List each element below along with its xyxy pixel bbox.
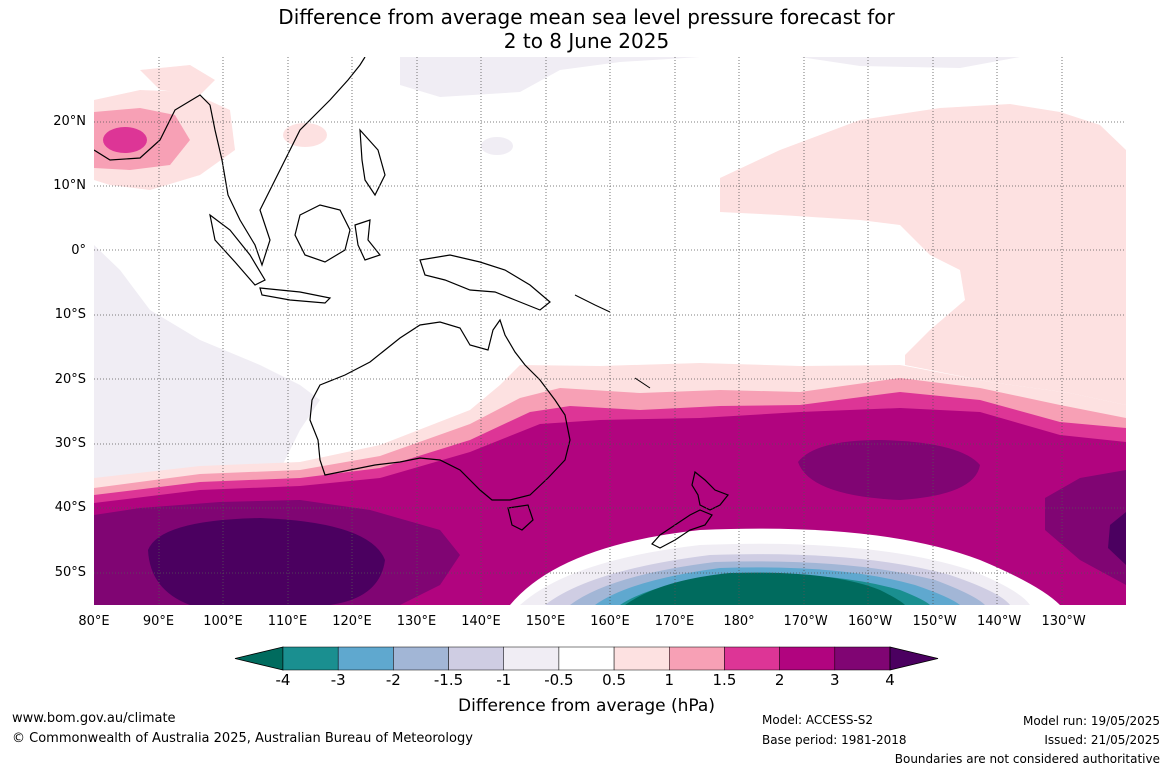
lon-tick-label: 160°E xyxy=(590,614,630,629)
neg-band-5 xyxy=(625,572,905,605)
colorbar-tick-label: 0.5 xyxy=(602,671,626,689)
copyright-text: © Commonwealth of Australia 2025, Austra… xyxy=(12,731,473,746)
colorbar-tick-label: -0.5 xyxy=(544,671,574,689)
base-period: Base period: 1981-2018 xyxy=(762,733,907,747)
map-title-line1: Difference from average mean sea level p… xyxy=(278,5,895,29)
colorbar-swatch xyxy=(613,646,670,671)
philippines-coastline xyxy=(359,128,386,197)
band-4-west xyxy=(148,518,385,605)
lon-tick-label: 120°E xyxy=(332,614,372,629)
lon-tick-label: 130°W xyxy=(1041,614,1086,629)
new-zealand-north-island xyxy=(691,470,729,511)
colorbar-swatch xyxy=(669,646,725,671)
lon-tick-label: 140°W xyxy=(977,614,1022,629)
asia-coastline xyxy=(94,57,366,267)
new-guinea-coastline xyxy=(419,254,551,311)
lon-tick-label: 150°W xyxy=(912,614,957,629)
colorbar-extend-min xyxy=(234,646,284,671)
negative-anomaly-north-east xyxy=(800,57,1020,68)
lon-tick-label: 130°E xyxy=(396,614,437,629)
model-name: Model: ACCESS-S2 xyxy=(762,713,874,727)
australia-coastline xyxy=(309,318,571,501)
lat-tick-label: 20°S xyxy=(54,371,86,387)
colorbar-tick-label: 3 xyxy=(830,671,840,689)
map-title-line2: 2 to 8 June 2025 xyxy=(503,29,670,53)
lon-tick-label: 170°E xyxy=(654,614,695,629)
colorbar-swatch xyxy=(448,646,504,671)
colorbar xyxy=(234,646,939,671)
colorbar-tick-label: -2 xyxy=(385,671,401,689)
colorbar-swatch xyxy=(393,646,449,671)
lon-tick-label: 100°E xyxy=(203,614,243,629)
tasmania-coastline xyxy=(507,504,534,531)
colorbar-tick-label: 1.5 xyxy=(712,671,737,689)
colorbar-extend-max xyxy=(889,646,939,671)
lon-tick-label: 170°W xyxy=(783,614,828,629)
colorbar-swatch xyxy=(503,646,560,671)
new-caledonia xyxy=(634,377,651,389)
lon-tick-label: 90°E xyxy=(142,614,175,629)
colorbar-swatch xyxy=(724,646,780,671)
website-link[interactable]: www.bom.gov.au/climate xyxy=(12,711,176,726)
colorbar-swatch xyxy=(834,646,891,671)
issued-date: Issued: 21/05/2025 xyxy=(1044,733,1160,747)
lat-tick-label: 50°S xyxy=(54,564,86,580)
model-run-date: Model run: 19/05/2025 xyxy=(1022,714,1160,728)
lon-tick-label: 140°E xyxy=(461,614,501,629)
borneo-coastline xyxy=(294,204,351,263)
band-3-east-a xyxy=(798,440,980,500)
negative-anomaly-small xyxy=(481,137,513,155)
colorbar-swatch xyxy=(282,646,339,671)
lat-tick-label: 10°N xyxy=(53,178,86,194)
colorbar-swatch xyxy=(558,646,615,671)
lon-tick-label: 150°E xyxy=(525,614,566,629)
negative-anomaly-north xyxy=(400,57,700,97)
lat-tick-label: 20°N xyxy=(53,114,86,129)
map-plot-area xyxy=(94,57,1126,605)
colorbar-swatch xyxy=(779,646,836,671)
colorbar-tick-label: -1.5 xyxy=(433,671,464,689)
new-zealand-south-island xyxy=(651,509,713,549)
solomon-islands xyxy=(574,294,611,313)
band-4-east xyxy=(1108,512,1126,565)
lon-tick-label: 80°E xyxy=(78,614,110,629)
lon-tick-label: 160°W xyxy=(848,614,893,629)
lat-tick-label: 30°S xyxy=(54,436,86,451)
sumatra-coastline xyxy=(209,213,266,286)
colorbar-tick-label: 1 xyxy=(664,671,675,689)
colorbar-tick-label: -3 xyxy=(330,671,346,689)
colorbar-tick-label: -4 xyxy=(275,671,291,689)
colorbar-swatch xyxy=(337,646,394,671)
graticule xyxy=(94,57,1126,605)
lon-tick-label: 180° xyxy=(723,614,755,629)
lat-tick-label: 0° xyxy=(71,242,86,258)
disclaimer-text: Boundaries are not considered authoritat… xyxy=(894,752,1160,766)
java-coastline xyxy=(259,287,332,304)
lat-tick-label: 40°S xyxy=(54,500,86,516)
positive-anomaly-bengal-2 xyxy=(103,127,147,153)
lon-tick-label: 110°E xyxy=(267,614,308,629)
band-3-east-b xyxy=(1045,470,1126,585)
lat-tick-label: 10°S xyxy=(54,307,86,323)
colorbar-title: Difference from average (hPa) xyxy=(458,696,715,716)
negative-anomaly-indian-ocean xyxy=(94,245,320,480)
positive-anomaly-china xyxy=(283,123,327,147)
positive-anomaly-pacific xyxy=(720,104,1126,405)
colorbar-tick-label: -1 xyxy=(496,671,512,689)
colorbar-tick-label: 2 xyxy=(774,671,785,689)
colorbar-tick-label: 4 xyxy=(885,671,895,689)
sulawesi-coastline xyxy=(354,219,382,261)
